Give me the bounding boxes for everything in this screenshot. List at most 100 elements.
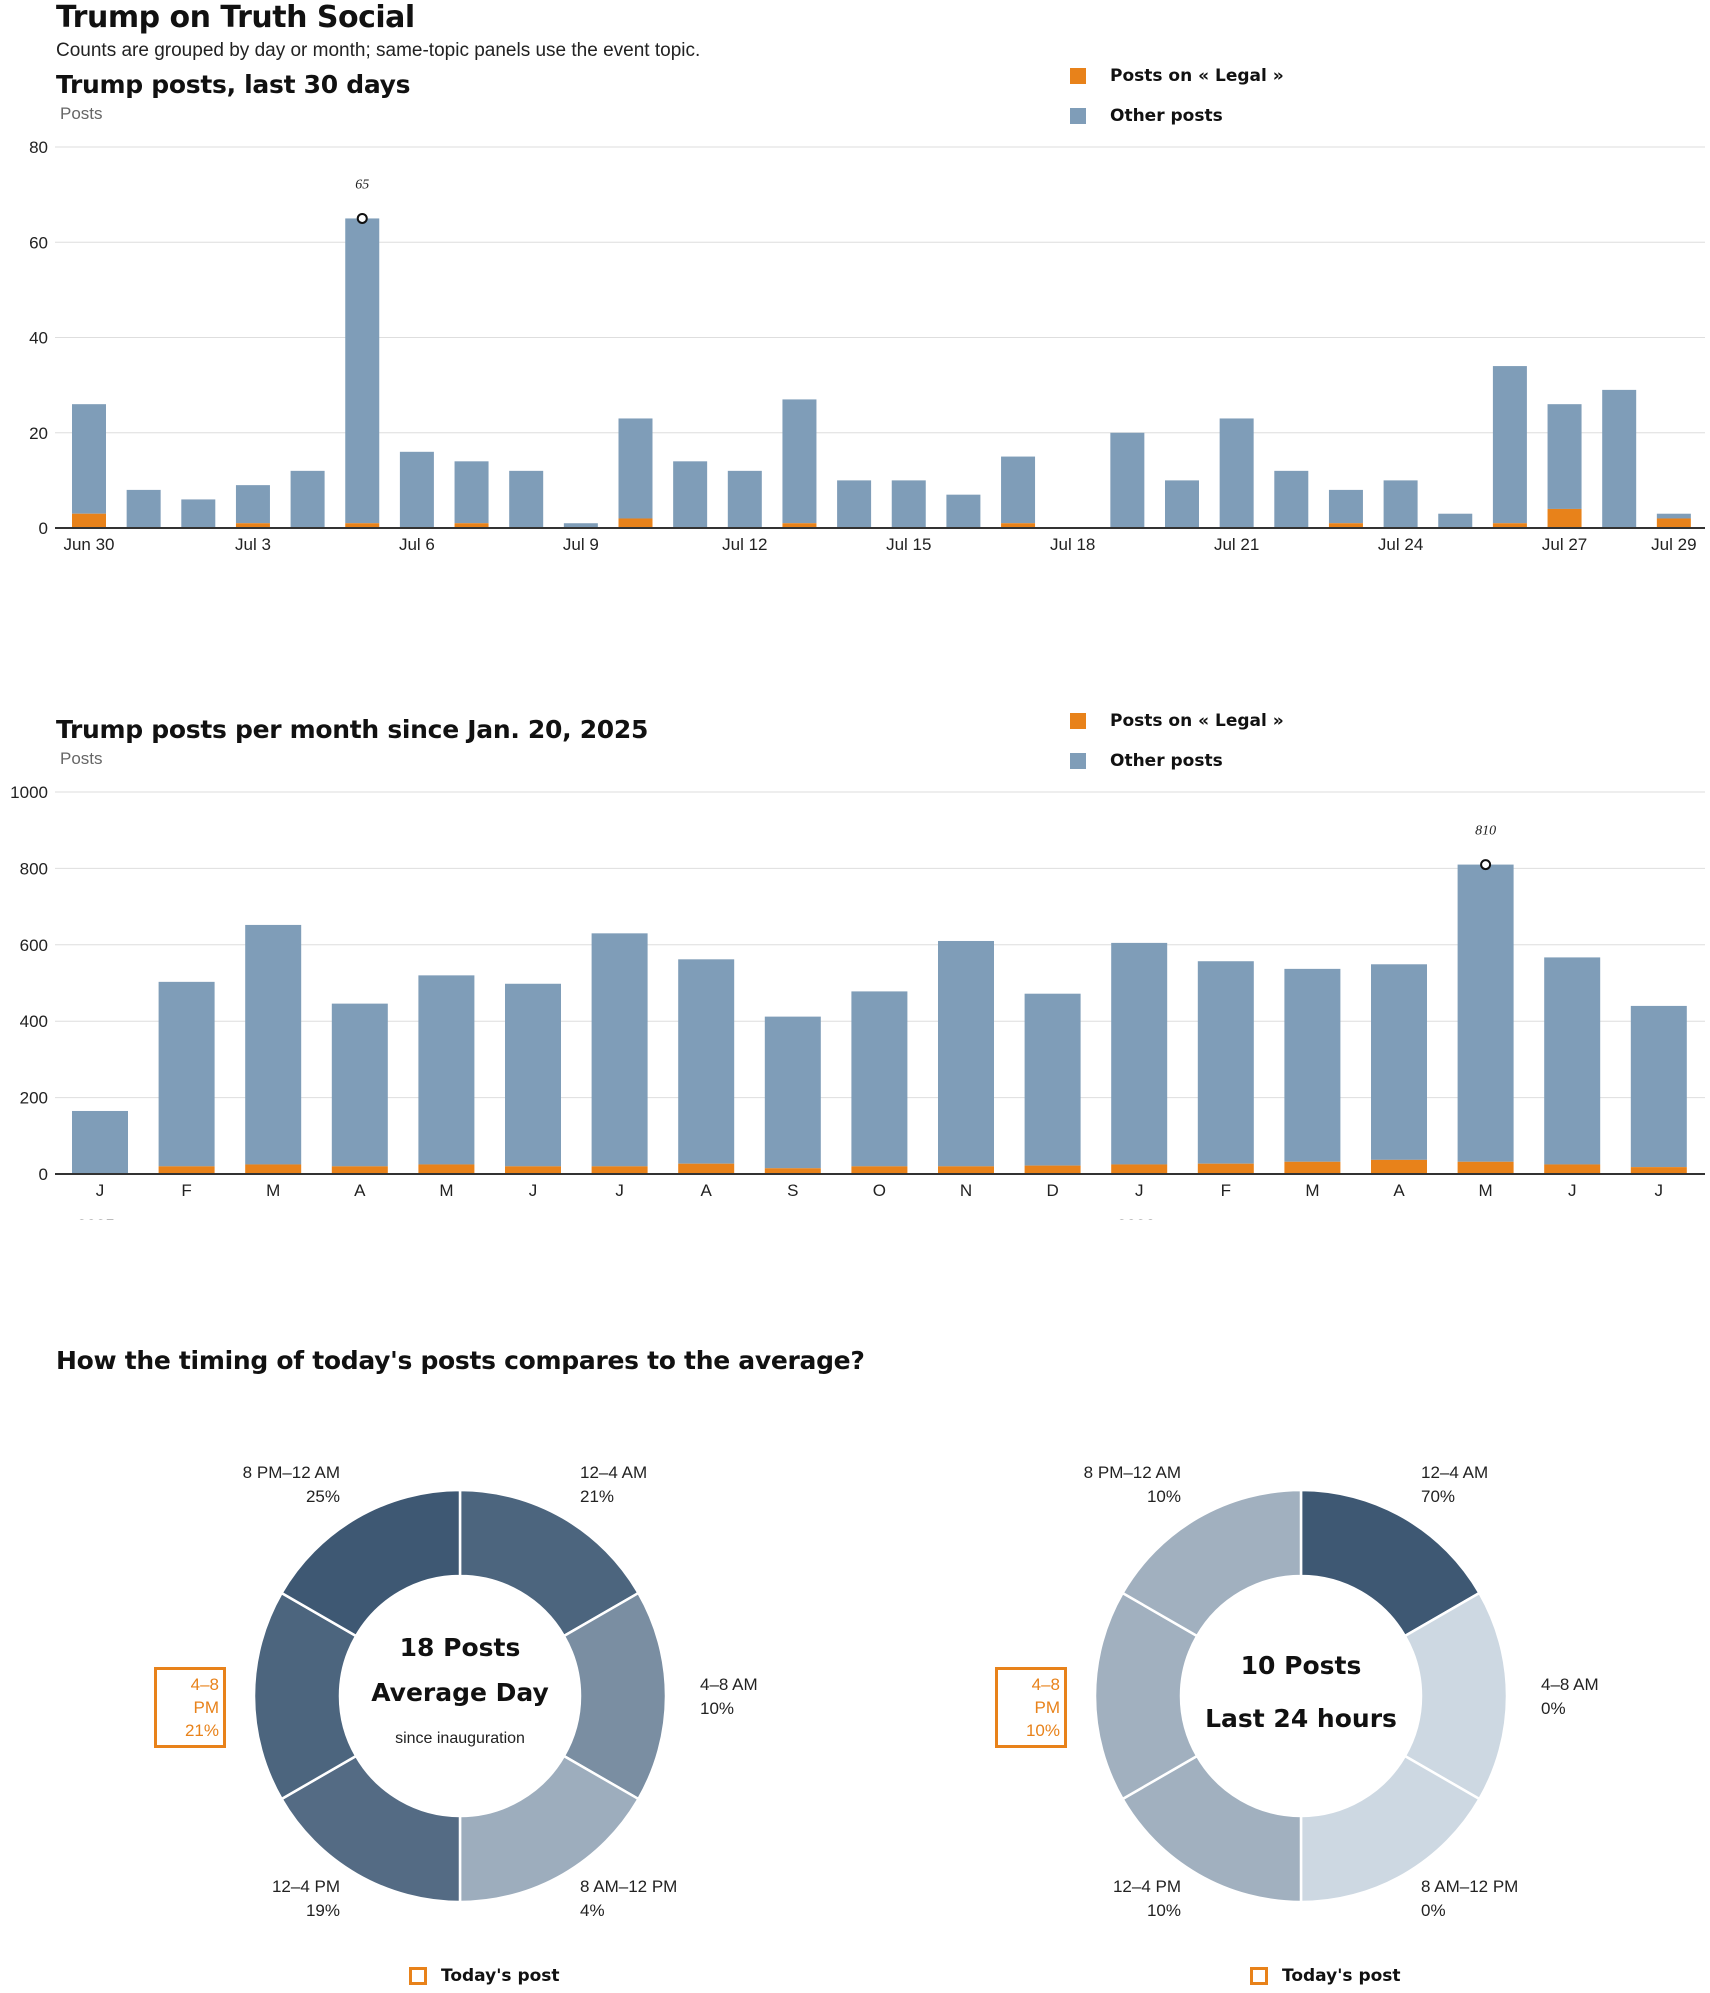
donut-slice xyxy=(562,1591,668,1801)
donut-center-note: since inauguration xyxy=(395,1730,525,1747)
x-tick-label: Jul 3 xyxy=(235,535,271,554)
bar-topic-posts xyxy=(1371,1159,1427,1174)
legend-topic: Posts on « Legal » xyxy=(1070,711,1284,731)
donut-slice-label: 12–4 AM xyxy=(1421,1463,1488,1482)
x-tick-label: S xyxy=(787,1181,798,1200)
bar-topic-posts xyxy=(345,523,380,528)
bar-other-posts xyxy=(1328,489,1363,524)
bar-topic-posts xyxy=(851,1166,908,1174)
x-tick-label: N xyxy=(960,1181,972,1200)
donut-center-title: 18 Posts xyxy=(400,1633,521,1662)
timing-donut-charts: 12–4 AM 21% 4–8 AM 10% 8 AM–12 PM 4% 12–4 PM 19… xyxy=(243,1463,1599,1920)
legend-other-swatch xyxy=(1070,753,1086,769)
highlight-box-today: 4–8 PM 10% xyxy=(995,1667,1067,1748)
bar-topic-posts xyxy=(678,1163,735,1174)
bar-topic-posts xyxy=(764,1168,821,1174)
donut-slice xyxy=(458,1488,641,1638)
bar-other-posts xyxy=(509,470,544,528)
x-tick-label: J xyxy=(615,1181,624,1200)
x-tick-label: J xyxy=(96,1181,105,1200)
bar-topic-posts xyxy=(618,518,653,528)
bar-topic-posts xyxy=(1284,1161,1341,1174)
bar-topic-posts xyxy=(1547,508,1582,528)
bar-other-posts xyxy=(891,480,926,528)
donut-slice-label: 8 PM–12 AM xyxy=(243,1463,340,1482)
bar-other-posts xyxy=(1656,513,1691,519)
bar-other-posts xyxy=(837,480,872,528)
x-tick-label: A xyxy=(354,1181,366,1200)
peak-marker xyxy=(1480,859,1492,871)
bar-other-posts xyxy=(1457,864,1514,1162)
legend-topic: Posts on « Legal » xyxy=(1070,66,1284,86)
donut-slice-value: 10% xyxy=(1147,1487,1181,1506)
donut-slice-value: 4% xyxy=(580,1901,605,1920)
y-tick-label: 0 xyxy=(39,519,48,538)
highlight-value-today: 10% xyxy=(1025,1721,1060,1740)
x-tick-label: Jul 12 xyxy=(722,535,767,554)
y-tick-label: 20 xyxy=(29,424,48,443)
bar-other-posts xyxy=(673,461,708,528)
y-tick-label: 1000 xyxy=(10,783,48,802)
bar-topic-posts xyxy=(1111,1164,1168,1174)
daily-legend: Posts on « Legal » Other posts xyxy=(1070,66,1284,146)
bar-other-posts xyxy=(1438,513,1473,528)
bar-other-posts xyxy=(72,1110,128,1174)
y-tick-label: 400 xyxy=(20,1012,48,1031)
bar-other-posts xyxy=(1001,456,1036,524)
bar-topic-posts xyxy=(1024,1165,1081,1174)
bar-other-posts xyxy=(1630,1005,1687,1168)
year-label: 2025 xyxy=(77,1216,115,1220)
page-title: Trump on Truth Social xyxy=(56,0,415,35)
bar-other-posts xyxy=(782,399,817,524)
x-tick-label: F xyxy=(181,1181,191,1200)
donut-chart: 12–4 AM 70% 4–8 AM 0% 8 AM–12 PM 0% 12–4 PM 10%… xyxy=(1084,1463,1599,1920)
highlight-label-average: 4–8 PM xyxy=(190,1675,219,1717)
donut-slice-value: 21% xyxy=(580,1487,614,1506)
legend-topic-label: Posts on « Legal » xyxy=(1110,66,1284,86)
highlight-box-average: 4–8 PM 21% xyxy=(154,1667,226,1748)
highlight-label-today: 4–8 PM xyxy=(1031,1675,1060,1717)
bar-other-posts xyxy=(1371,964,1427,1160)
bar-topic-posts xyxy=(1630,1167,1687,1174)
monthly-chart-title: Trump posts per month since Jan. 20, 202… xyxy=(56,715,649,744)
bar-topic-posts xyxy=(72,513,106,528)
donut-center-subtitle: Last 24 hours xyxy=(1205,1704,1397,1733)
donut-slice xyxy=(252,1591,358,1801)
bar-other-posts xyxy=(399,451,434,528)
peak-marker xyxy=(356,212,368,224)
today-legend-swatch xyxy=(409,1967,427,1985)
today-legend-label: Today's post xyxy=(441,1966,560,1986)
x-tick-label: Jun 30 xyxy=(63,535,114,554)
x-tick-label: J xyxy=(1135,1181,1144,1200)
legend-other: Other posts xyxy=(1070,106,1284,126)
y-tick-label: 200 xyxy=(20,1089,48,1108)
x-tick-label: M xyxy=(439,1181,453,1200)
donut-chart: 12–4 AM 21% 4–8 AM 10% 8 AM–12 PM 4% 12–4 PM 19… xyxy=(243,1463,758,1920)
bar-other-posts xyxy=(618,418,653,519)
donut-slice-label: 4–8 AM xyxy=(700,1675,758,1694)
bar-topic-posts xyxy=(938,1166,994,1174)
bar-other-posts xyxy=(1383,480,1418,528)
bar-other-posts xyxy=(1219,418,1254,528)
monthly-y-axis-label: Posts xyxy=(60,749,103,768)
bar-other-posts xyxy=(1197,961,1254,1164)
donut-center-subtitle: Average Day xyxy=(371,1678,549,1707)
donut-slice-value: 19% xyxy=(306,1901,340,1920)
x-tick-label: M xyxy=(1305,1181,1319,1200)
bar-topic-posts xyxy=(1328,523,1363,528)
x-tick-label: Jul 27 xyxy=(1542,535,1587,554)
y-tick-label: 40 xyxy=(29,329,48,348)
donut-slice-label: 4–8 AM xyxy=(1541,1675,1599,1694)
bar-other-posts xyxy=(1110,432,1145,528)
bar-other-posts xyxy=(563,523,598,528)
x-tick-label: A xyxy=(701,1181,713,1200)
donut-slice-value: 10% xyxy=(700,1699,734,1718)
monthly-bar-chart: 0 200 400 600 800 1000 J F M A M J J A S O N D J F M A M J J 2025… xyxy=(10,783,1705,1220)
bar-topic-posts xyxy=(1197,1163,1254,1174)
bar-topic-posts xyxy=(245,1164,302,1174)
bar-other-posts xyxy=(764,1016,821,1169)
bar-other-posts xyxy=(290,470,325,528)
bar-other-posts xyxy=(235,485,270,524)
bar-other-posts xyxy=(727,470,762,528)
bar-other-posts xyxy=(72,404,106,514)
